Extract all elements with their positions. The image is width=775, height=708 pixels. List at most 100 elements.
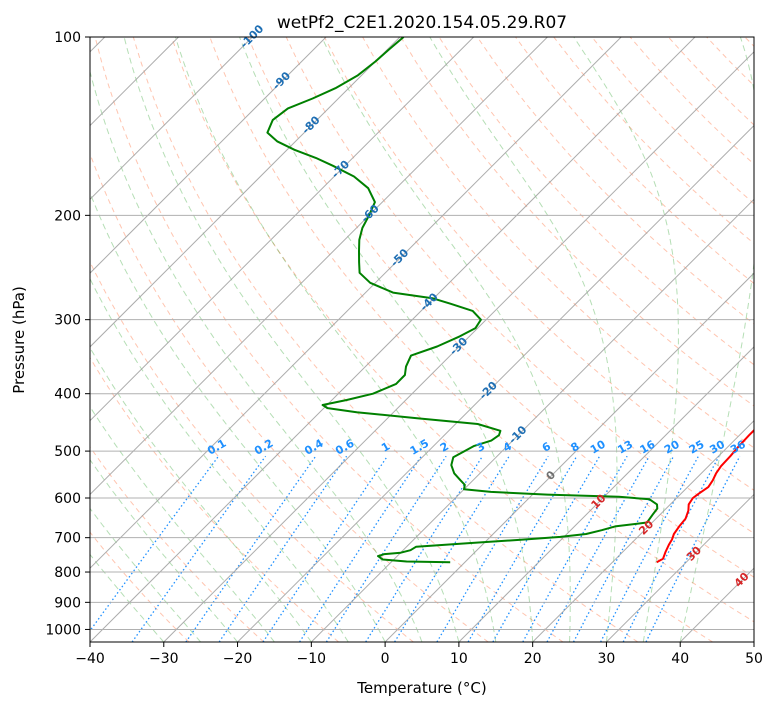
moist-adiabat	[321, 37, 571, 642]
mixing-ratio-line	[262, 455, 388, 642]
mixing-ratio-line	[325, 455, 447, 642]
moist-adiabat	[90, 69, 423, 642]
isotherm-label: -80	[299, 113, 322, 136]
dry-adiabat	[744, 37, 754, 47]
mixing-ratio-label: 20	[662, 438, 682, 457]
background-lines	[90, 37, 754, 642]
isotherm	[90, 37, 475, 422]
dry-adiabat	[90, 152, 489, 642]
mixing-ratio-label: 0.1	[205, 437, 228, 458]
moist-adiabat	[90, 346, 312, 642]
dry-adiabat	[591, 37, 754, 205]
isotherm-label: -40	[418, 290, 441, 313]
dry-adiabat	[476, 37, 754, 325]
dry-adiabat	[90, 260, 414, 642]
y-tick-label: 500	[54, 444, 81, 460]
moist-adiabat	[429, 37, 618, 642]
moist-adiabat	[90, 405, 275, 642]
isotherm-label: -70	[329, 157, 352, 180]
isotherm-label: 20	[636, 517, 656, 537]
y-tick-label: 800	[54, 565, 81, 581]
dry-adiabat	[209, 37, 754, 623]
isotherm	[90, 37, 696, 642]
isotherm	[310, 198, 754, 642]
moist-adiabat	[573, 37, 679, 642]
y-tick-label: 1000	[45, 622, 81, 638]
mixing-ratio-line	[522, 455, 628, 642]
mixing-ratio-label: 1	[379, 440, 392, 455]
mixing-ratio-line	[572, 455, 675, 642]
y-axis-title: Pressure (hPa)	[10, 286, 28, 394]
isotherm	[458, 346, 754, 642]
isotherm-label: 30	[684, 544, 704, 564]
mixing-ratio-label: 0.2	[252, 437, 275, 458]
x-tick-label: −10	[297, 651, 327, 667]
y-tick-label: 300	[54, 313, 81, 329]
mixing-ratio-label: 10	[588, 438, 608, 457]
dry-adiabat	[247, 37, 754, 578]
mixing-ratio-label: 25	[687, 438, 707, 457]
isotherm-label: 0	[544, 468, 559, 483]
series-layer	[266, 37, 754, 564]
isotherm	[532, 419, 754, 642]
mixing-ratio-line	[218, 455, 348, 642]
x-tick-label: 20	[524, 651, 542, 667]
plot-frame	[89, 36, 755, 643]
x-tick-label: −20	[223, 651, 253, 667]
isotherm	[606, 493, 754, 642]
moist-adiabat	[174, 37, 497, 642]
dry-adiabat	[553, 37, 754, 245]
mixing-ratio-line	[492, 455, 601, 642]
isotherm-label: -50	[388, 246, 411, 269]
isotherm-label: 40	[732, 570, 752, 590]
mixing-ratio-line	[131, 455, 267, 642]
mixing-ratio-label: 30	[707, 438, 727, 457]
mixing-ratio-label: 1.5	[408, 437, 431, 458]
moist-adiabat	[90, 507, 202, 642]
x-axis-ticks: −40 −30 −20 −10 0 10 20 30 40 50	[75, 642, 763, 667]
moist-adiabat	[90, 191, 386, 642]
dry-adiabat	[362, 37, 754, 449]
isotherm	[753, 641, 754, 642]
moist-adiabat	[90, 277, 349, 642]
mixing-ratio-line	[436, 455, 549, 642]
y-tick-label: 400	[54, 387, 81, 403]
isotherm	[90, 37, 401, 348]
x-tick-label: −40	[75, 651, 105, 667]
y-tick-label: 100	[54, 30, 81, 46]
x-tick-label: 0	[381, 651, 390, 667]
dry-adiabat	[515, 37, 754, 285]
x-axis-title: Temperature (°C)	[356, 679, 486, 697]
mixing-ratio-line	[600, 455, 699, 642]
mixing-ratio-line	[299, 455, 422, 642]
x-tick-label: 40	[671, 651, 689, 667]
temperature-line	[656, 428, 754, 564]
mixing-ratio-line	[90, 455, 220, 632]
mixing-ratio-label: 0.4	[302, 436, 326, 457]
moist-adiabat	[90, 458, 238, 642]
y-tick-label: 200	[54, 208, 81, 224]
mixing-ratio-label: 13	[615, 438, 635, 457]
x-tick-label: 50	[745, 651, 763, 667]
isotherm	[237, 124, 754, 642]
x-tick-label: 30	[598, 651, 616, 667]
mixing-ratio-label: 6	[540, 439, 553, 454]
dry-adiabat	[171, 37, 713, 642]
isotherm	[90, 37, 327, 274]
isotherm	[90, 37, 548, 496]
y-tick-label: 600	[54, 491, 81, 507]
dry-adiabat	[90, 531, 190, 642]
mixing-ratio-line	[185, 455, 317, 642]
dry-adiabat	[629, 37, 754, 165]
dry-adiabat	[90, 356, 339, 642]
isotherm	[90, 37, 253, 201]
mixing-ratio-line	[467, 455, 578, 642]
isotherm	[163, 51, 754, 642]
isotherm	[384, 272, 754, 642]
mixing-ratio-label: 0.6	[333, 436, 357, 457]
dry-adiabat	[132, 37, 639, 642]
moist-adiabat	[679, 37, 754, 642]
moist-adiabat	[123, 37, 460, 642]
dewpoint-line	[266, 37, 659, 564]
moist-adiabat	[239, 37, 534, 642]
